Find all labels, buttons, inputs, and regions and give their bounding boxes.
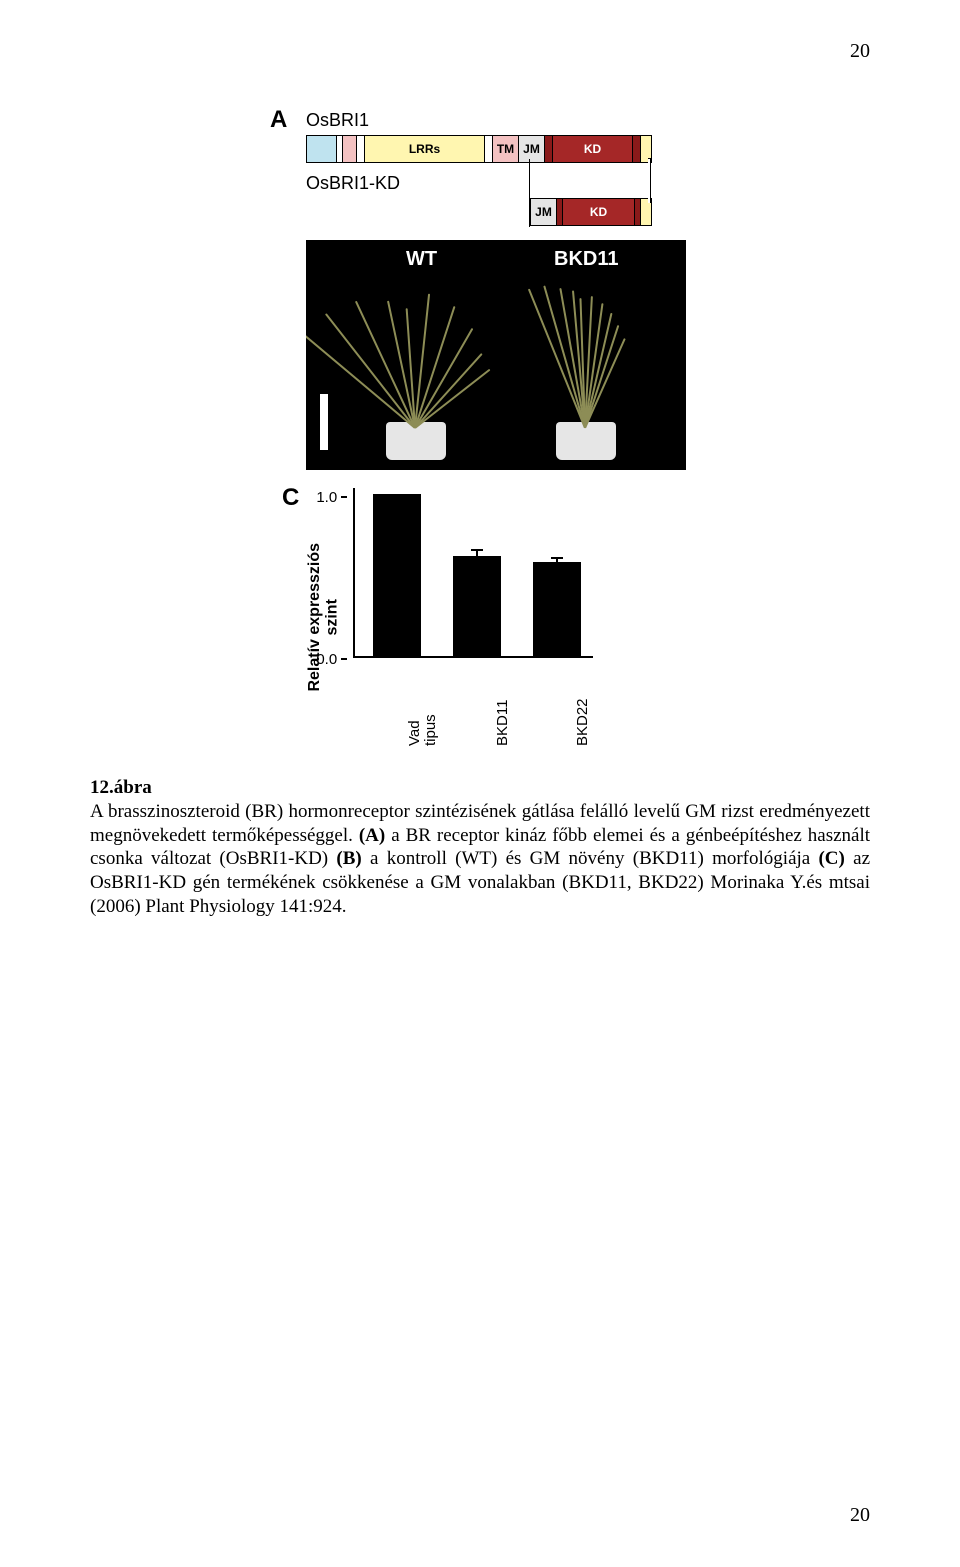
page: 20 A OsBRI1 LRRsTMJMKD OsBRI1-KD JMKD B [0,0,960,1567]
scale-bar [320,394,328,450]
construct-osbri1: OsBRI1 LRRs TMJM KD [270,110,690,163]
chart-bar [533,562,581,656]
figure-number: 12.ábra [90,777,152,798]
panel-b-letter: B [286,246,303,274]
bridge-line [529,159,530,227]
domain-schematic-full: LRRs TMJM KD [306,135,652,163]
caption-text: a kontroll (WT) és GM növény (BKD11) mor… [370,848,818,869]
construct-label: OsBRI1-KD [306,173,690,194]
page-number-top: 20 [850,40,870,63]
domain-schematic-short: JMKD [530,198,652,226]
domain-segment: KD [553,136,633,162]
construct-label: OsBRI1 [306,110,690,131]
figure-caption: 12.ábra A brasszinoszteroid (BR) hormonr… [90,776,870,919]
plant-illustration [366,278,466,460]
chart-plot-area [353,488,593,658]
domain-segment [485,136,493,162]
caption-bold-a: (A) [359,825,385,846]
domain-segment: TM [493,136,519,162]
construct-osbri1-kd: OsBRI1-KD JMKD [270,173,690,226]
panel-a-letter: A [270,106,287,134]
panel-c-letter: C [282,484,299,512]
chart-xticklabels: Vadtipus BKD11 BKD22 [347,666,607,746]
domain-segment [307,136,337,162]
xtick-label: BKD22 [575,666,591,746]
xtick-label: BKD11 [495,666,511,746]
domain-segment: JM [519,136,545,162]
figure: A OsBRI1 LRRsTMJMKD OsBRI1-KD JMKD B WT … [270,110,690,746]
bridge-line [648,158,651,203]
photo-label-wt: WT [406,248,437,271]
panel-b: B WT BKD11 [270,240,690,470]
domain-segment [633,136,641,162]
plant-illustration [536,278,636,460]
caption-bold-c: (C) [818,848,844,869]
domain-segment [343,136,357,162]
domain-segment: KD [563,199,635,225]
domain-segment [545,136,553,162]
xtick-label: Vadtipus [407,666,439,746]
caption-bold-b: (B) [336,848,361,869]
domain-segment: JM [531,199,557,225]
panel-c: C Relatív expressziósszint 1.00.0 Vadtip… [306,488,690,746]
photo-label-bkd11: BKD11 [554,248,618,271]
chart-bar [453,556,501,656]
panel-a: A OsBRI1 LRRsTMJMKD OsBRI1-KD JMKD [270,110,690,226]
chart-ylabel: Relatív expressziósszint [306,543,341,692]
domain-segment [357,136,365,162]
photo-placeholder: WT BKD11 [306,240,686,470]
chart-bar [373,494,421,656]
domain-segment: LRRs [365,136,485,162]
page-number-bottom: 20 [850,1504,870,1527]
